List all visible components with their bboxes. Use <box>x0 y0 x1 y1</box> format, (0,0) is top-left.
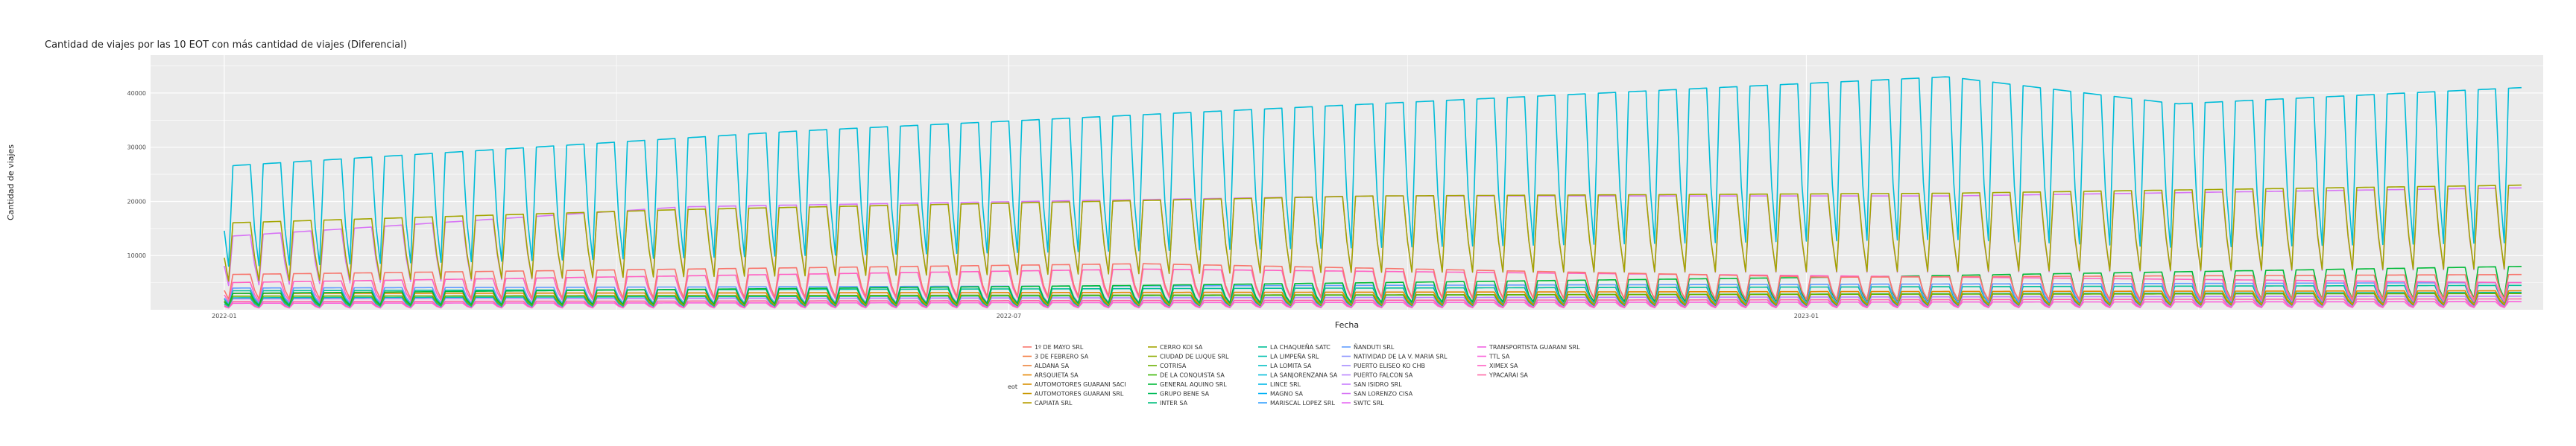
series-line <box>224 298 2522 308</box>
series-line <box>224 301 2522 309</box>
series-line <box>224 290 2522 306</box>
plot-panel <box>151 55 2543 310</box>
legend-label: AUTOMOTORES GUARANI SACI <box>1035 381 1126 388</box>
legend-label: XIMEX SA <box>1489 363 1518 369</box>
legend: eot 1º DE MAYO SRL 3 DE FEBRERO SA ALDANA … <box>1008 343 1580 407</box>
legend-label: MARISCAL LOPEZ SRL <box>1270 400 1335 407</box>
legend-label: MAGNO SA <box>1270 391 1303 398</box>
legend-label: ARSQUIETA SA <box>1035 372 1079 379</box>
legend-label: CERRO KOI SA <box>1160 344 1203 351</box>
legend-label: SWTC SRL <box>1354 400 1384 407</box>
x-tick-label: 2022-07 <box>997 313 1021 319</box>
legend-label: COTRISA <box>1160 363 1187 369</box>
legend-label: PUERTO ELISEO KO CHB <box>1354 363 1425 369</box>
series-line <box>224 296 2522 308</box>
legend-label: SAN LORENZO CISA <box>1354 391 1413 398</box>
legend-label: ÑANDUTI SRL <box>1354 343 1395 351</box>
legend-title: eot <box>1008 383 1017 390</box>
legend-label: NATIVIDAD DE LA V. MARIA SRL <box>1354 354 1448 360</box>
chart-title: Cantidad de viajes por las 10 EOT con má… <box>45 39 407 51</box>
axes: 10000 20000 30000 40000 2022-01 2022-07 2023-0… <box>127 90 1819 319</box>
series-line <box>224 281 2522 304</box>
series-line <box>224 76 2522 267</box>
legend-label: CAPIATA SRL <box>1035 400 1073 407</box>
legend-label: DE LA CONQUISTA SA <box>1160 372 1225 379</box>
legend-label: LA CHAQUEÑA SATC <box>1270 343 1330 351</box>
series-line <box>224 293 2522 307</box>
series-line <box>224 184 2522 282</box>
x-tick-label: 2023-01 <box>1794 313 1819 319</box>
x-tick-label: 2022-01 <box>212 313 236 319</box>
legend-label: LA SANJORENZANA SA <box>1270 372 1338 379</box>
x-axis-title: Fecha <box>1335 320 1359 330</box>
legend-label: LA LIMPEÑA SRL <box>1270 353 1319 360</box>
y-tick-label: 30000 <box>127 144 146 151</box>
legend-label: CIUDAD DE LUQUE SRL <box>1160 354 1229 360</box>
legend-label: TTL SA <box>1489 354 1510 360</box>
legend-label: YPACARAI SA <box>1489 372 1528 379</box>
legend-label: ALDANA SA <box>1035 363 1070 369</box>
legend-label: 3 DE FEBRERO SA <box>1035 354 1089 360</box>
legend-label: INTER SA <box>1160 400 1188 407</box>
legend-label: GRUPO BENE SA <box>1160 391 1210 398</box>
y-tick-label: 20000 <box>127 198 146 205</box>
y-tick-label: 40000 <box>127 90 146 97</box>
legend-label: AUTOMOTORES GUARANI SRL <box>1035 391 1124 398</box>
legend-label: LA LOMITA SA <box>1270 363 1312 369</box>
legend-label: LINCE SRL <box>1270 381 1301 388</box>
series-lines <box>224 76 2522 309</box>
legend-label: GENERAL AQUINO SRL <box>1160 381 1227 388</box>
y-axis-title: Cantidad de viajes <box>6 144 16 220</box>
y-tick-label: 10000 <box>127 252 146 259</box>
legend-label: SAN ISIDRO SRL <box>1354 381 1402 388</box>
legend-label: 1º DE MAYO SRL <box>1035 344 1084 351</box>
legend-label: TRANSPORTISTA GUARANI SRL <box>1489 344 1580 351</box>
series-line <box>224 263 2522 301</box>
legend-label: PUERTO FALCON SA <box>1354 372 1413 379</box>
